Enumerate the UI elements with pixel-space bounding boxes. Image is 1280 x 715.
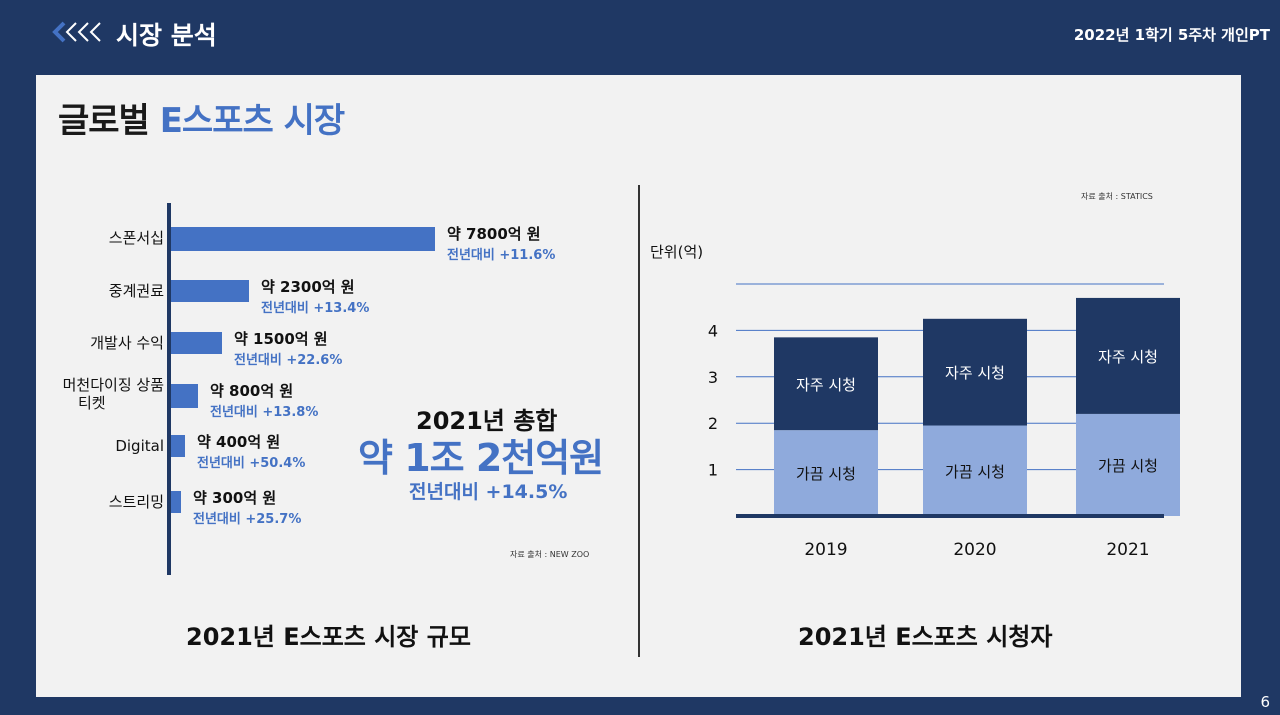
stacked-bar-segment <box>774 337 878 431</box>
section-title: 시장 분석 <box>116 21 217 50</box>
stacked-bar-segment <box>1076 297 1180 414</box>
bar-mark <box>171 332 222 354</box>
total-title: 2021년 총합 <box>416 407 558 435</box>
x-category-label: 2019 <box>804 540 847 560</box>
bar-yoy-label: 전년대비 +22.6% <box>234 353 343 368</box>
y-tick-label: 3 <box>708 368 718 387</box>
bar-chart-axis <box>167 203 171 575</box>
bar-yoy-label: 전년대비 +50.4% <box>197 456 306 471</box>
viewers-caption: 2021년 E스포츠 시청자 <box>798 623 1053 651</box>
bar-category-label: Digital <box>115 437 164 455</box>
bar-yoy-label: 전년대비 +13.4% <box>261 301 370 316</box>
bar-mark <box>171 384 198 408</box>
source-label-left: 자료 출처 : NEW ZOO <box>510 550 590 559</box>
stacked-bar-segment <box>923 318 1027 426</box>
bar-value-label: 약 7800억 원 <box>447 225 541 243</box>
bar-value-label: 약 800억 원 <box>210 382 294 400</box>
slide-title-accent: E스포츠 시장 <box>159 101 345 141</box>
bar-mark <box>171 280 249 302</box>
bar-mark <box>171 491 181 513</box>
course-label: 2022년 1학기 5주차 개인PT <box>1073 26 1270 44</box>
bar-mark <box>171 435 185 457</box>
stacked-bar-segment <box>774 430 878 516</box>
bar-mark <box>171 227 435 251</box>
slide-title-prefix: 글로벌 <box>58 101 160 141</box>
total-value: 약 1조 2천억원 <box>358 436 604 480</box>
segment-label: 가끔 시청 <box>796 465 856 483</box>
market-size-caption: 2021년 E스포츠 시장 규모 <box>186 623 471 651</box>
top-bar: 시장 분석 2022년 1학기 5주차 개인PT <box>0 0 1280 75</box>
segment-label: 자주 시청 <box>1098 348 1158 366</box>
segment-label: 자주 시청 <box>945 364 1005 382</box>
divider <box>638 185 640 657</box>
y-tick-label: 1 <box>708 461 718 480</box>
source-label-right: 자료 출처 : STATICS <box>1081 192 1153 201</box>
total-yoy: 전년대비 +14.5% <box>409 481 568 503</box>
bar-category-label: 스트리밍 <box>108 493 164 511</box>
bar-yoy-label: 전년대비 +11.6% <box>447 248 556 263</box>
y-tick-label: 4 <box>708 321 718 340</box>
viewers-stacked-bar-chart: 1 2 3 4 가끔 시청 자주 시청 2019 가끔 시청 자주 시청 2020 가끔 시청 자주 … <box>708 283 1180 560</box>
y-tick-label: 2 <box>708 414 718 433</box>
page-number: 6 <box>1260 693 1270 711</box>
x-category-label: 2020 <box>953 540 996 560</box>
segment-label: 자주 시청 <box>796 376 856 394</box>
segment-label: 가끔 시청 <box>945 463 1005 481</box>
bar-category-label: 머천다이징 상품 티켓 <box>62 376 164 412</box>
bar-value-label: 약 1500억 원 <box>234 330 328 348</box>
bar-value-label: 약 300억 원 <box>193 489 277 507</box>
slide-title: 글로벌 E스포츠 시장 <box>58 93 345 142</box>
x-category-label: 2021 <box>1106 540 1149 560</box>
unit-label: 단위(억) <box>650 243 704 261</box>
segment-label: 가끔 시청 <box>1098 457 1158 475</box>
bar-yoy-label: 전년대비 +13.8% <box>210 405 319 420</box>
bar-value-label: 약 2300억 원 <box>261 278 355 296</box>
stacked-bar-segment <box>923 425 1027 516</box>
bar-category-label: 개발사 수익 <box>90 334 164 352</box>
bar-value-label: 약 400억 원 <box>197 433 281 451</box>
bar-category-label: 중계권료 <box>108 282 164 300</box>
stacked-bar-segment <box>1076 413 1180 516</box>
bar-yoy-label: 전년대비 +25.7% <box>193 512 302 527</box>
bar-category-label: 스폰서십 <box>108 229 164 247</box>
triple-chevron-left-icon[interactable] <box>52 21 104 43</box>
